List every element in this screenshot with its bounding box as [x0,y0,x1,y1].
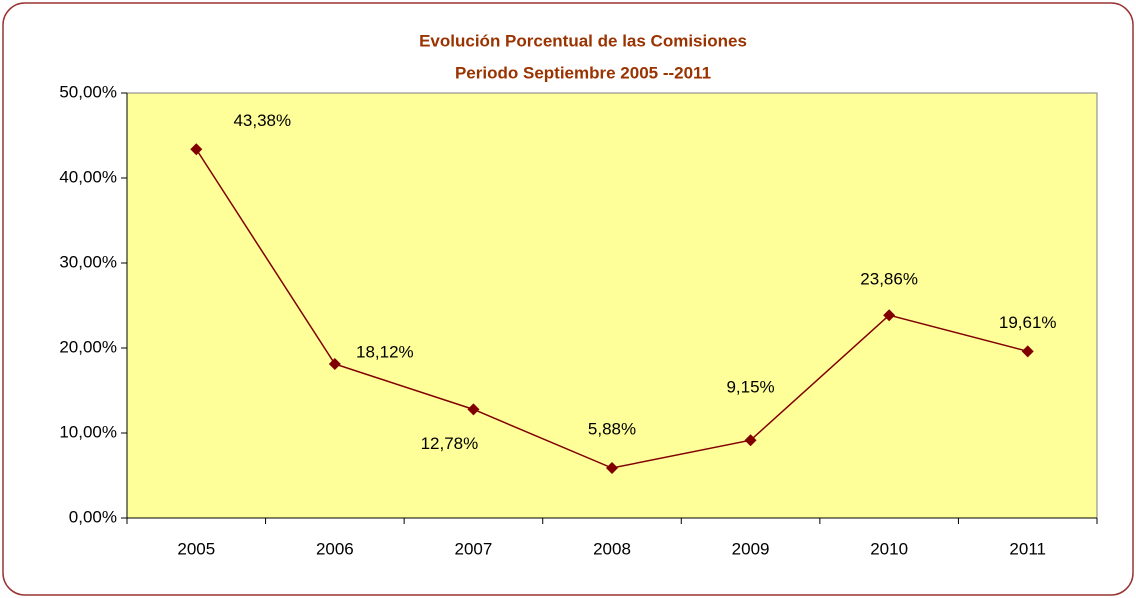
marker [1021,345,1034,358]
marker [744,434,757,447]
chart-title: Evolución Porcentual de las Comisiones [419,31,747,50]
data-label: 43,38% [233,111,291,130]
y-tick-label: 40,00% [59,167,117,186]
y-tick-label: 10,00% [59,422,117,441]
marker [606,462,618,475]
marker [467,403,480,416]
y-tick-label: 0,00% [69,507,117,526]
marker [328,357,341,370]
x-tick-label: 2008 [593,539,631,558]
data-label: 9,15% [726,378,774,397]
data-label: 18,12% [356,342,414,361]
data-label: 19,61% [999,313,1057,332]
marker [190,143,203,156]
marker [883,309,896,322]
x-tick-label: 2010 [870,539,908,558]
x-tick-label: 2005 [177,539,215,558]
y-tick-label: 20,00% [59,337,117,356]
x-tick-label: 2009 [732,539,770,558]
plot-area [126,92,1098,519]
data-label: 23,86% [860,270,918,289]
chart-subtitle: Periodo Septiembre 2005 --2011 [455,63,711,82]
x-tick-label: 2007 [455,539,493,558]
data-label: 12,78% [421,434,479,453]
y-tick-label: 50,00% [59,82,117,101]
x-tick-label: 2011 [1009,539,1046,558]
data-label: 5,88% [588,420,636,439]
x-tick-label: 2006 [316,539,354,558]
y-tick-label: 30,00% [59,252,117,271]
